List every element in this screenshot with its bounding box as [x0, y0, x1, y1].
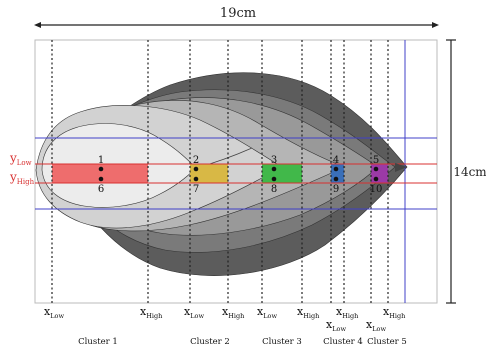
x-label-5-main: x: [257, 305, 264, 318]
x-label-4-sub: High: [228, 312, 244, 320]
width-arrow-right-head: [432, 22, 439, 28]
x-label-9-sub: Low: [372, 325, 386, 333]
leaf-tip: [395, 163, 407, 172]
x-labels: xLow xHigh xLow xHigh xLow xHigh xHigh x…: [44, 305, 405, 333]
y-low-label: yLow: [9, 151, 32, 167]
x-label-6: xHigh: [297, 305, 319, 320]
point-number-5: 5: [373, 155, 379, 166]
x-label-7-main: x: [336, 305, 343, 318]
width-dimension: 19cm: [34, 6, 439, 28]
bounding-box: [34, 39, 438, 304]
point-number-10: 10: [370, 184, 383, 195]
x-label-3: xLow: [184, 305, 204, 320]
point-number-3: 3: [271, 155, 277, 166]
x-label-4: xHigh: [222, 305, 244, 320]
point-marker-2: [193, 166, 199, 172]
x-label-9: xLow: [366, 318, 386, 333]
cluster-label-5: Cluster 5: [367, 337, 407, 347]
point-number-2: 2: [193, 155, 199, 166]
x-label-1: xLow: [44, 305, 64, 320]
height-label: 14cm: [453, 165, 486, 179]
cluster-bar-5: [371, 164, 388, 183]
x-label-8: xLow: [326, 318, 346, 333]
x-label-10-main: x: [383, 305, 390, 318]
cluster-bar-1: [52, 164, 148, 183]
x-label-2-main: x: [140, 305, 147, 318]
cluster-label-3: Cluster 3: [262, 337, 302, 347]
x-label-7-sub: High: [342, 312, 358, 320]
x-label-3-main: x: [184, 305, 191, 318]
point-number-1: 1: [98, 155, 104, 166]
point-number-6: 6: [98, 184, 104, 195]
point-marker-8: [271, 176, 277, 182]
point-number-8: 8: [271, 184, 277, 195]
x-label-10-sub: High: [389, 312, 405, 320]
point-marker-10: [373, 176, 379, 182]
point-marker-1: [98, 166, 104, 172]
cluster-bar-2: [190, 164, 228, 183]
x-label-6-main: x: [297, 305, 304, 318]
y-high-label-main: y: [9, 170, 17, 184]
y-high-label: yHigh: [9, 170, 35, 186]
point-marker-9: [333, 176, 339, 182]
x-label-6-sub: High: [303, 312, 319, 320]
point-number-4: 4: [333, 155, 339, 166]
point-marker-7: [193, 176, 199, 182]
y-high-label-sub: High: [17, 178, 35, 186]
cluster-labels: Cluster 1 Cluster 2 Cluster 3 Cluster 4 …: [78, 337, 407, 347]
point-marker-5: [373, 166, 379, 172]
cluster-bar-3: [262, 164, 302, 183]
point-number-9: 9: [333, 184, 339, 195]
x-label-5: xLow: [257, 305, 277, 320]
blue-reference-lines: [35, 40, 437, 303]
y-lines: [35, 163, 437, 184]
x-label-2: xHigh: [140, 305, 162, 320]
y-low-label-main: y: [9, 151, 17, 165]
y-low-label-sub: Low: [17, 159, 32, 167]
x-label-1-sub: Low: [50, 312, 64, 320]
x-label-9-main: x: [366, 318, 373, 331]
x-label-8-sub: Low: [332, 325, 346, 333]
cluster-label-1: Cluster 1: [78, 337, 118, 347]
point-number-7: 7: [193, 184, 199, 195]
x-label-5-sub: Low: [263, 312, 277, 320]
y-labels: yLow yHigh: [9, 151, 35, 186]
x-label-8-main: x: [326, 318, 333, 331]
cluster-label-2: Cluster 2: [190, 337, 230, 347]
x-label-2-sub: High: [146, 312, 162, 320]
cluster-label-4: Cluster 4: [323, 337, 363, 347]
x-label-10: xHigh: [383, 305, 405, 320]
x-label-3-sub: Low: [190, 312, 204, 320]
x-label-1-main: x: [44, 305, 51, 318]
dotted-lines: [51, 40, 389, 303]
height-dimension: 14cm: [446, 39, 486, 304]
point-marker-4: [333, 166, 339, 172]
point-marker-3: [271, 166, 277, 172]
x-label-7: xHigh: [336, 305, 358, 320]
width-arrow-left-head: [34, 22, 41, 28]
width-label: 19cm: [220, 6, 256, 21]
point-marker-6: [98, 176, 104, 182]
cluster-points: 1 6 2 7 3 8 4 9 5 10: [98, 155, 383, 195]
x-label-4-main: x: [222, 305, 229, 318]
